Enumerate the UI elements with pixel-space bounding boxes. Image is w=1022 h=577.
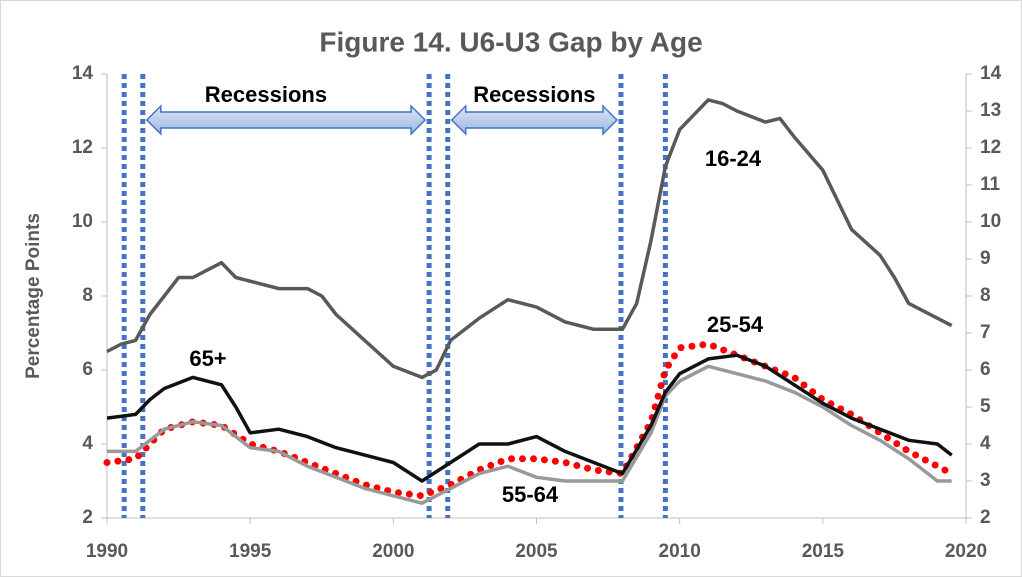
- y-tick-label: 2: [82, 507, 93, 528]
- x-tick-label: 2005: [515, 541, 558, 562]
- series-line: [106, 353, 953, 483]
- series-line: [107, 364, 952, 505]
- y2-tick-label: 2: [980, 507, 991, 528]
- y-tick-label: 14: [72, 63, 94, 84]
- y2-tick-label: 14: [980, 63, 1002, 84]
- y-tick-label: 4: [82, 433, 93, 454]
- y2-tick-label: 11: [980, 174, 1001, 195]
- series-line: [106, 98, 953, 380]
- y2-tick-label: 8: [980, 285, 991, 306]
- y-axis-label: Percentage Points: [23, 213, 44, 379]
- recession-arrow: [145, 104, 427, 136]
- y-tick-label: 8: [82, 285, 93, 306]
- recession-label: Recessions: [205, 82, 327, 107]
- y2-tick-label: 13: [980, 100, 1001, 121]
- y2-tick-label: 12: [980, 137, 1001, 158]
- x-tick-label: 2015: [802, 541, 845, 562]
- series-label: 65+: [189, 346, 226, 371]
- x-tick-label: 1995: [229, 541, 272, 562]
- y2-tick-label: 9: [980, 248, 991, 269]
- y2-tick-label: 6: [980, 359, 991, 380]
- y-tick-label: 10: [72, 211, 93, 232]
- y2-tick-label: 10: [980, 211, 1001, 232]
- series-label: 16-24: [705, 146, 762, 171]
- series-line: [103, 340, 956, 500]
- x-tick-label: 1990: [86, 541, 128, 562]
- y2-tick-label: 7: [980, 322, 991, 343]
- recession-arrow: [450, 104, 619, 136]
- x-tick-label: 2010: [659, 541, 701, 562]
- x-tick-label: 2020: [945, 541, 987, 562]
- y2-tick-label: 5: [980, 396, 991, 417]
- chart-title: Figure 14. U6-U3 Gap by Age: [319, 26, 702, 57]
- series-label: 25-54: [707, 312, 764, 337]
- series-label: 55-64: [502, 482, 559, 507]
- y2-tick-label: 3: [980, 470, 991, 491]
- recession-label: Recessions: [473, 82, 595, 107]
- x-tick-label: 2000: [372, 541, 414, 562]
- y2-tick-label: 4: [980, 433, 991, 454]
- y-tick-label: 6: [82, 359, 93, 380]
- y-tick-label: 12: [72, 137, 93, 158]
